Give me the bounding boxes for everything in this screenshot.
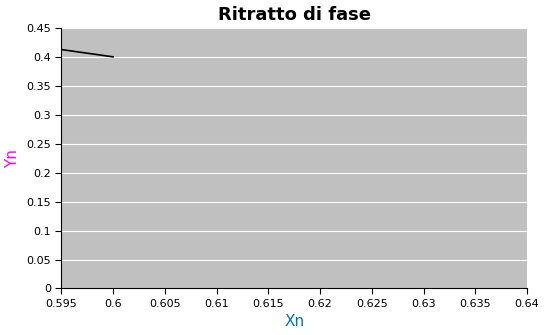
Y-axis label: Yn: Yn bbox=[5, 149, 21, 168]
X-axis label: Xn: Xn bbox=[284, 315, 304, 329]
Title: Ritratto di fase: Ritratto di fase bbox=[217, 6, 371, 23]
